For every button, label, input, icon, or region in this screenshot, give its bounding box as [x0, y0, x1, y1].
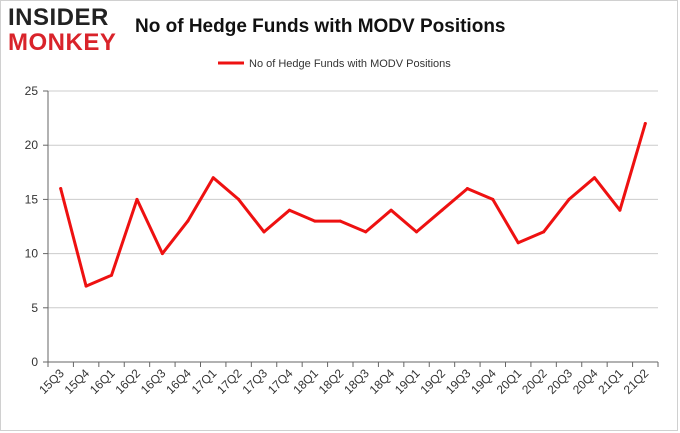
y-tick-label: 15 — [25, 192, 39, 206]
data-point — [186, 219, 190, 223]
y-tick-label: 0 — [31, 355, 38, 369]
x-tick-label: 20Q1 — [494, 366, 525, 397]
data-point — [567, 197, 571, 201]
data-point — [262, 230, 266, 234]
y-tick-label: 20 — [25, 138, 39, 152]
data-point — [542, 230, 546, 234]
data-point — [618, 208, 622, 212]
x-tick-label: 19Q4 — [468, 366, 499, 397]
x-tick-label: 19Q3 — [443, 366, 474, 397]
x-tick-label: 18Q1 — [290, 366, 321, 397]
data-point — [389, 208, 393, 212]
grid-layer — [48, 90, 658, 309]
data-point — [59, 187, 63, 191]
data-point — [338, 219, 342, 223]
x-tick-label: 18Q2 — [316, 366, 347, 397]
legend: No of Hedge Funds with MODV Positions — [218, 58, 451, 70]
x-tick-label: 21Q1 — [595, 366, 626, 397]
logo-line-2: MONKEY — [8, 29, 117, 56]
axis-layer: 051015202515Q315Q416Q116Q216Q316Q417Q117… — [25, 84, 659, 397]
x-tick-label: 18Q3 — [341, 366, 372, 397]
x-tick-label: 16Q4 — [163, 366, 194, 397]
x-tick-label: 17Q2 — [214, 366, 245, 397]
x-tick-label: 16Q2 — [112, 366, 143, 397]
data-point — [110, 273, 114, 277]
x-tick-label: 20Q2 — [519, 366, 550, 397]
y-tick-label: 5 — [31, 301, 38, 315]
data-point — [287, 208, 291, 212]
data-point — [516, 241, 520, 245]
chart-title: No of Hedge Funds with MODV Positions — [135, 16, 506, 37]
data-point — [135, 197, 139, 201]
data-point — [237, 197, 241, 201]
logo-line-1: INSIDER — [8, 4, 109, 31]
data-point — [440, 208, 444, 212]
x-tick-label: 17Q3 — [240, 366, 271, 397]
series-layer — [59, 122, 647, 288]
x-tick-label: 18Q4 — [367, 366, 398, 397]
y-tick-label: 25 — [25, 84, 39, 98]
data-point — [364, 230, 368, 234]
series-line — [59, 122, 647, 288]
data-point — [643, 122, 647, 126]
data-point — [415, 230, 419, 234]
x-tick-label: 19Q2 — [417, 366, 448, 397]
x-tick-label: 19Q1 — [392, 366, 423, 397]
x-tick-label: 20Q3 — [545, 366, 576, 397]
data-point — [211, 176, 215, 180]
y-tick-label: 10 — [25, 247, 39, 261]
x-tick-label: 15Q3 — [36, 366, 67, 397]
insider-monkey-logo: INSIDER MONKEY — [8, 6, 128, 55]
data-point — [491, 197, 495, 201]
x-tick-label: 16Q1 — [87, 366, 118, 397]
x-tick-label: 17Q4 — [265, 366, 296, 397]
legend-label: No of Hedge Funds with MODV Positions — [249, 58, 451, 70]
x-tick-label: 21Q2 — [621, 366, 652, 397]
x-tick-label: 17Q1 — [189, 366, 220, 397]
x-tick-label: 15Q4 — [62, 366, 93, 397]
data-point — [160, 252, 164, 256]
data-point — [592, 176, 596, 180]
data-point — [465, 187, 469, 191]
data-point — [313, 219, 317, 223]
data-point — [84, 284, 88, 288]
x-tick-label: 20Q4 — [570, 366, 601, 397]
x-tick-label: 16Q3 — [138, 366, 169, 397]
